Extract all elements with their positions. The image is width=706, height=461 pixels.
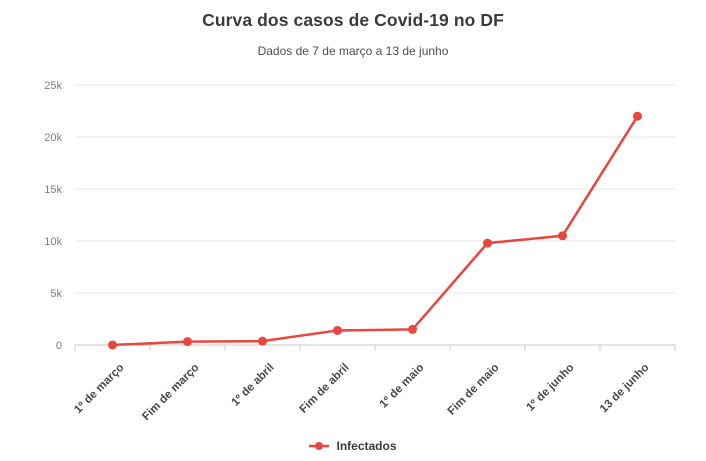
y-axis-tick-label: 5k: [50, 288, 62, 300]
x-axis-label: Fim de maio: [446, 362, 502, 418]
y-axis-tick-label: 0: [56, 340, 62, 352]
legend-item-label: Infectados: [336, 439, 397, 453]
data-point[interactable]: [408, 324, 417, 334]
data-point[interactable]: [483, 238, 492, 248]
chart-subtitle: Dados de 7 de março a 13 de junho: [257, 44, 449, 58]
chart-title: Curva dos casos de Covid-19 no DF: [202, 10, 504, 30]
y-axis-tick-label: 10k: [44, 236, 62, 248]
data-point[interactable]: [108, 340, 117, 350]
series-line-infectados: [111, 114, 639, 347]
chart-legend: Infectados: [0, 439, 706, 453]
data-point[interactable]: [183, 337, 192, 347]
y-axis-tick-label: 15k: [44, 184, 62, 196]
y-axis-tick-label: 20k: [44, 132, 62, 144]
x-axis-label: Fim de abril: [297, 362, 351, 416]
data-point[interactable]: [558, 231, 567, 241]
data-point[interactable]: [633, 111, 642, 121]
x-axis-label: 1º de maio: [378, 362, 427, 411]
legend-line-marker-icon: [309, 442, 330, 450]
y-axis-tick-label: 25k: [44, 80, 62, 92]
x-axis-label: 1º de abril: [229, 362, 276, 409]
data-point[interactable]: [333, 325, 342, 335]
x-axis-label: 1º de junho: [525, 362, 577, 414]
x-axis-label: 13 de junho: [598, 362, 652, 416]
x-axis-label: 1º de março: [72, 362, 126, 416]
legend-item-infectados[interactable]: Infectados: [309, 439, 397, 453]
x-axis-label: Fim de março: [140, 362, 201, 423]
data-point[interactable]: [258, 336, 267, 346]
